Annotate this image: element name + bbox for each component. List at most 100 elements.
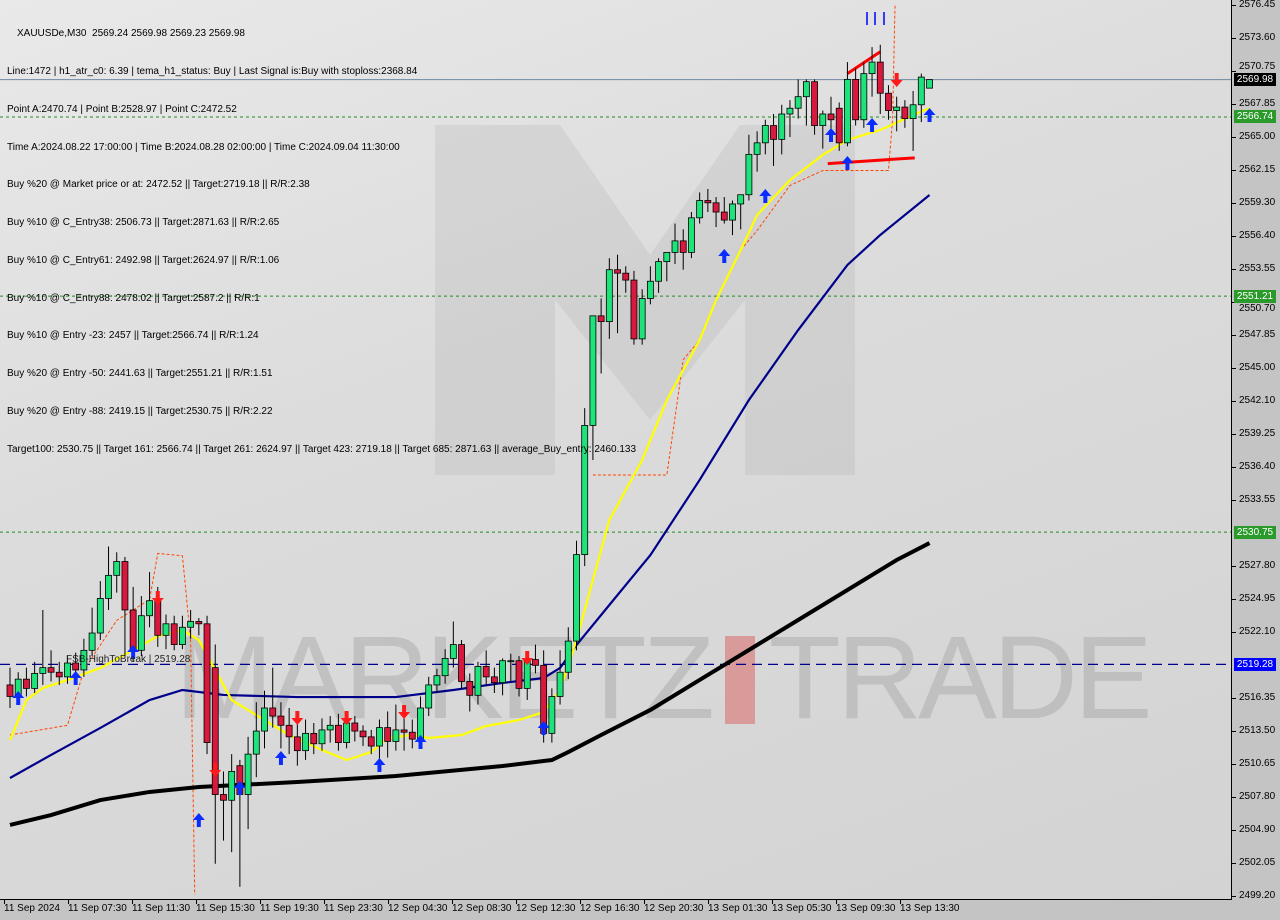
- bullish-candle: [252, 730, 260, 755]
- bearish-candle: [679, 240, 687, 253]
- y-tick: [1232, 796, 1236, 798]
- price-level-tag: 2566.74: [1234, 110, 1276, 124]
- watermark-right: TRADE: [768, 612, 1153, 744]
- info-line: Buy %20 @ Market price or at: 2472.52 ||…: [7, 179, 310, 191]
- bearish-candle: [269, 707, 277, 717]
- bearish-candle: [351, 722, 359, 732]
- info-line: Buy %20 @ Entry -50: 2441.63 || Target:2…: [7, 368, 273, 380]
- bullish-candle: [556, 671, 564, 697]
- info-line: Buy %20 @ Entry -88: 2419.15 || Target:2…: [7, 406, 273, 417]
- bearish-candle: [827, 113, 835, 121]
- y-tick-label: 2556.40: [1239, 230, 1276, 242]
- buy-arrow-icon: [537, 720, 550, 735]
- bullish-candle: [417, 707, 424, 740]
- buy-arrow-icon: [414, 735, 427, 750]
- bearish-candle: [482, 666, 490, 678]
- buy-arrow-icon: [12, 690, 25, 705]
- bearish-candle: [121, 561, 129, 611]
- bullish-candle: [761, 125, 769, 144]
- bullish-candle: [663, 252, 671, 263]
- bullish-candle: [31, 672, 39, 689]
- y-tick: [1232, 104, 1236, 106]
- y-tick-label: 2536.40: [1239, 460, 1276, 472]
- x-tick-label: 12 Sep 08:30: [452, 903, 512, 914]
- bullish-candle: [655, 261, 662, 282]
- buy-arrow-icon: [841, 156, 854, 171]
- bullish-candle: [909, 104, 917, 120]
- bullish-candle: [860, 73, 868, 121]
- y-tick-label: 2504.90: [1239, 824, 1276, 836]
- price-level-tag: 2569.98: [1234, 73, 1276, 87]
- y-tick-label: 2499.20: [1239, 890, 1276, 901]
- y-tick: [1232, 236, 1236, 238]
- y-tick: [1232, 137, 1236, 139]
- bearish-candle: [532, 659, 539, 666]
- y-tick: [1232, 466, 1236, 468]
- buy-arrow-icon: [192, 812, 205, 827]
- bearish-candle: [400, 729, 408, 733]
- bullish-candle: [745, 153, 753, 196]
- info-line: Point A:2470.74 | Point B:2528.97 | Poin…: [7, 103, 237, 115]
- y-tick: [1232, 731, 1236, 733]
- bearish-candle: [170, 623, 178, 645]
- y-tick-label: 2567.85: [1239, 98, 1276, 110]
- bearish-candle: [310, 732, 318, 745]
- bullish-candle: [474, 666, 482, 696]
- bearish-candle: [277, 715, 285, 726]
- bearish-candle: [203, 623, 211, 743]
- x-tick: [772, 900, 773, 904]
- x-tick-label: 11 Sep 15:30: [196, 903, 255, 914]
- y-tick: [1232, 499, 1236, 501]
- buy-arrow-icon: [923, 108, 936, 123]
- y-tick-label: 2542.10: [1239, 395, 1276, 407]
- bullish-candle: [786, 107, 794, 115]
- bullish-candle: [318, 729, 326, 745]
- bullish-candle: [162, 623, 170, 636]
- bullish-candle: [646, 280, 654, 299]
- bullish-candle: [753, 142, 761, 155]
- x-tick-label: 11 Sep 07:30: [68, 903, 127, 914]
- bullish-candle: [868, 61, 876, 75]
- buy-arrow-icon: [759, 189, 772, 204]
- bullish-candle: [638, 298, 646, 340]
- y-tick: [1232, 434, 1236, 436]
- chart-plot-area[interactable]: MARKETZ TRADE XAUUSDe,M30 2569.24 2569.98…: [0, 0, 1232, 900]
- x-tick-label: 13 Sep 01:30: [708, 903, 768, 914]
- bullish-candle: [64, 662, 71, 678]
- x-tick-label: 12 Sep 20:30: [644, 903, 704, 914]
- bullish-candle: [802, 81, 810, 98]
- buy-arrow-icon: [866, 117, 879, 132]
- bullish-candle: [449, 644, 457, 659]
- y-tick-label: 2550.70: [1239, 303, 1276, 315]
- x-tick: [644, 900, 645, 904]
- signal-band-line: [592, 4, 896, 476]
- x-tick-label: 13 Sep 09:30: [836, 903, 896, 914]
- y-tick: [1232, 599, 1236, 600]
- y-tick: [1232, 631, 1236, 633]
- bullish-candle: [137, 615, 145, 651]
- bearish-candle: [6, 684, 14, 697]
- bearish-candle: [622, 272, 630, 281]
- candlestick-chart: [0, 4, 1231, 895]
- bearish-candle: [334, 724, 342, 743]
- bullish-candle: [425, 684, 433, 709]
- bullish-candle: [917, 76, 925, 106]
- y-tick-label: 2539.25: [1239, 428, 1276, 440]
- bullish-candle: [778, 113, 786, 140]
- bearish-candle: [23, 678, 30, 689]
- y-tick-label: 2562.15: [1239, 163, 1276, 175]
- x-tick-label: 11 Sep 19:30: [260, 903, 319, 914]
- y-tick: [1232, 70, 1236, 72]
- info-line: Time A:2024.08.22 17:00:00 | Time B:2024…: [7, 141, 400, 153]
- y-tick-label: 2502.05: [1239, 857, 1276, 869]
- bearish-candle: [359, 730, 367, 738]
- y-tick-label: 2565.00: [1239, 131, 1276, 143]
- x-tick-label: 11 Sep 11:30: [132, 903, 191, 914]
- bearish-candle: [876, 61, 884, 94]
- bullish-candle: [244, 753, 252, 795]
- y-tick: [1232, 334, 1236, 336]
- sell-arrow-icon: [209, 763, 222, 778]
- bearish-candle: [597, 315, 605, 323]
- bullish-candle: [893, 106, 901, 111]
- sell-arrow-icon: [340, 711, 353, 726]
